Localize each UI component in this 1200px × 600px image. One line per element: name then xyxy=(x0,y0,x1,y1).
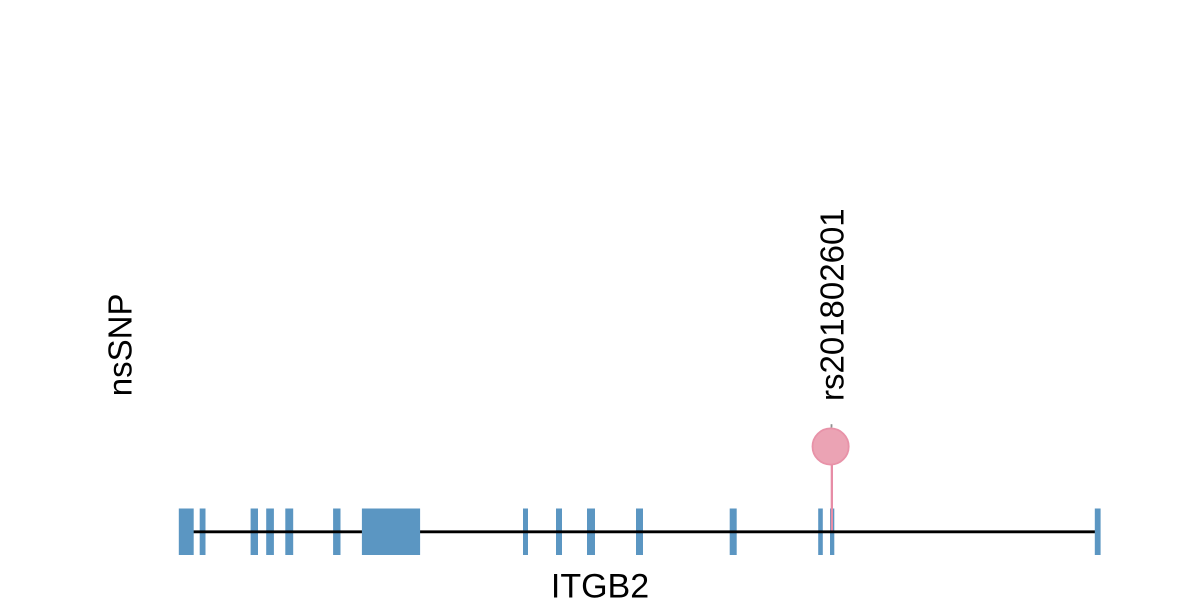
svg-text:rs201802601: rs201802601 xyxy=(813,208,850,401)
svg-text:nsSNP: nsSNP xyxy=(101,293,138,396)
svg-text:ITGB2: ITGB2 xyxy=(551,567,649,600)
